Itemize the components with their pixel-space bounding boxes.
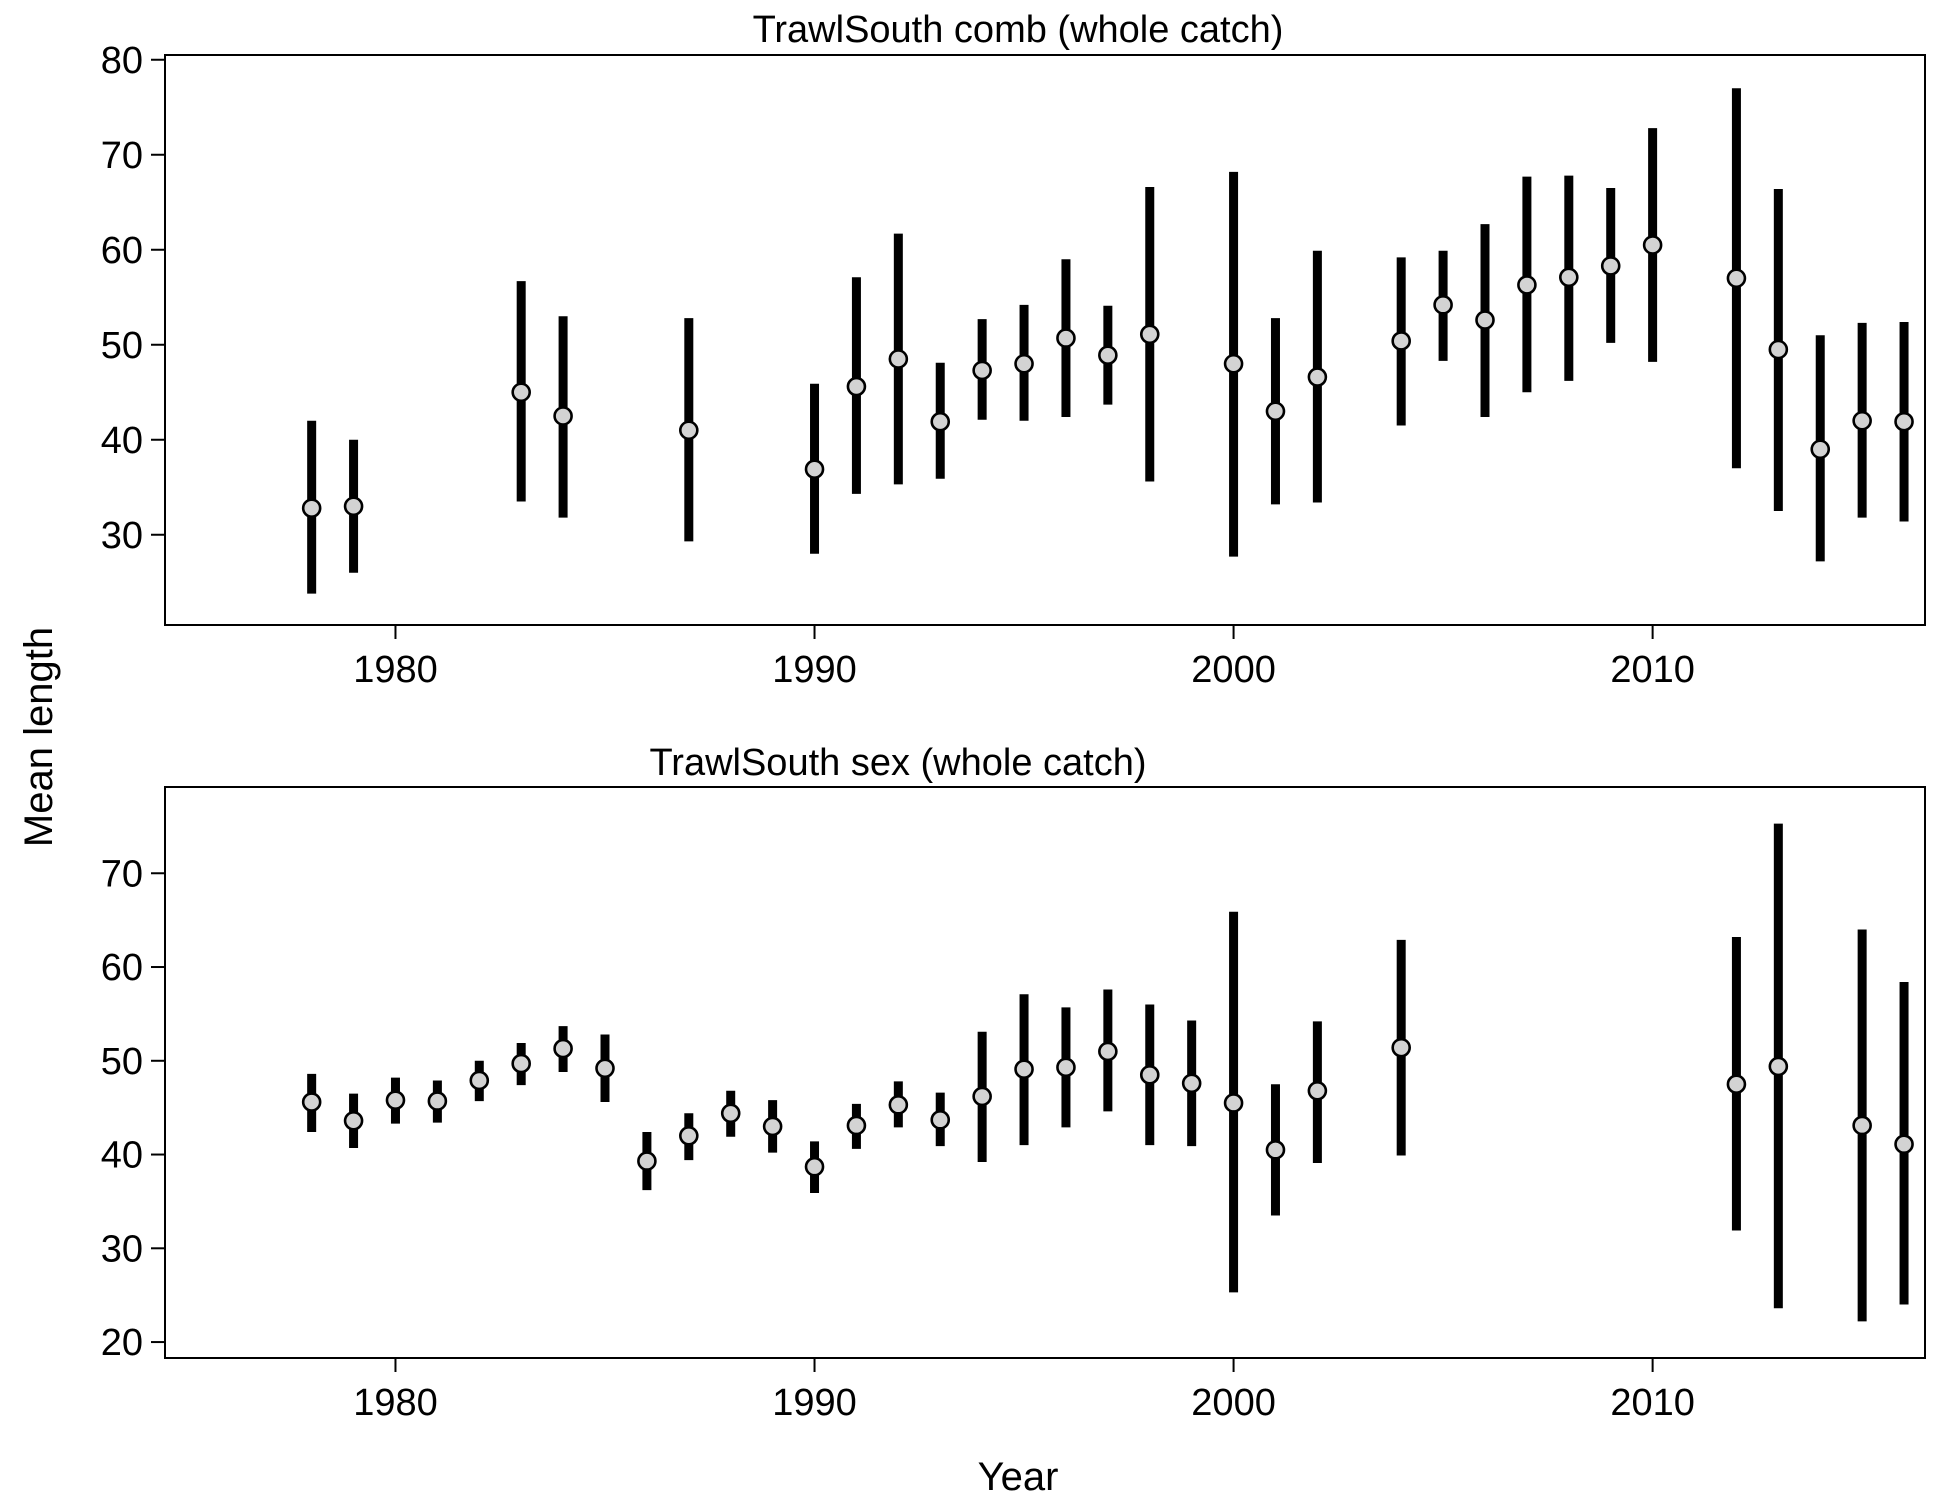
data-point [511,382,531,403]
x-axis-title: Year [978,1455,1059,1499]
data-point [888,1095,909,1115]
y-tick-label: 50 [101,325,143,367]
data-point [637,1151,657,1171]
panel-title-sex: TrawlSouth sex (whole catch) [649,742,1146,784]
y-tick-label: 40 [101,1135,143,1177]
data-point [1894,1134,1914,1155]
y-tick-label: 30 [101,515,143,557]
data-point [1265,1140,1286,1160]
data-point [846,376,867,397]
data-point [1726,1074,1747,1095]
data-point [1391,331,1411,351]
data-point [930,1110,951,1130]
data-point [1056,328,1076,348]
y-tick-label: 60 [101,230,143,272]
x-tick-label: 1990 [772,649,857,691]
data-point [469,1070,490,1091]
data-point [1265,401,1286,422]
data-point [427,1091,448,1111]
y-tick-label: 50 [101,1041,143,1083]
x-tick-label: 1980 [353,649,438,691]
y-tick-label: 60 [101,947,143,989]
data-point [553,1038,573,1059]
data-point [972,1086,992,1107]
data-point [1223,353,1244,374]
data-point [720,1103,741,1124]
data-point [1056,1057,1076,1078]
data-point [888,349,909,369]
data-point [1098,345,1118,366]
y-tick-label: 30 [101,1228,143,1270]
data-point [1642,235,1663,255]
data-point [1433,295,1453,315]
data-point [1726,268,1747,289]
data-point [930,411,951,432]
data-point [1223,1093,1244,1113]
data-point [1559,267,1579,288]
x-tick-label: 1990 [772,1382,857,1424]
data-point [301,1092,322,1112]
panel-sex: TrawlSouth sex (whole catch) 20 30 40 50 60 7… [101,742,1926,1424]
data-point [1139,1065,1160,1085]
data-point [1517,275,1537,295]
data-point [1852,1115,1872,1136]
plot-frame [164,54,1926,626]
x-tick-label: 2010 [1610,649,1695,691]
data-point [972,360,992,381]
data-point [679,1125,699,1146]
data-point [1014,353,1034,374]
data-point [804,459,825,480]
data-point [595,1058,615,1079]
data-point [1181,1073,1202,1094]
data-point [1475,310,1495,330]
panel-title-comb: TrawlSouth comb (whole catch) [753,9,1284,51]
data-point [1307,367,1328,387]
plot-frame [164,786,1926,1359]
data-point [1768,1056,1789,1077]
data-point [1852,410,1872,431]
data-point [1894,411,1914,432]
data-point [1768,339,1789,360]
data-point [846,1115,867,1136]
data-point [1391,1037,1411,1058]
data-point [1014,1059,1034,1080]
y-tick-label: 80 [101,40,143,82]
data-point [511,1053,531,1074]
data-point [553,406,573,426]
y-tick-label: 20 [101,1322,143,1364]
data-point [1600,256,1621,276]
y-tick-label: 40 [101,420,143,462]
data-point [1098,1041,1118,1062]
panel-comb: TrawlSouth comb (whole catch) 30 40 50 60 70… [101,9,1926,691]
data-point [1307,1080,1328,1101]
data-point [1139,324,1160,345]
data-point [804,1156,825,1177]
x-tick-label: 2000 [1191,649,1276,691]
data-point [301,498,322,518]
data-point [1810,439,1831,460]
data-point [343,1110,364,1131]
x-tick-label: 2000 [1191,1382,1276,1424]
x-tick-label: 1980 [353,1382,438,1424]
data-point [679,420,699,441]
y-tick-label: 70 [101,135,143,177]
data-point [762,1116,783,1137]
y-axis-title: Mean length [17,627,61,847]
data-point [385,1090,406,1110]
y-tick-label: 70 [101,853,143,895]
x-tick-label: 2010 [1610,1382,1695,1424]
data-point [343,496,364,517]
